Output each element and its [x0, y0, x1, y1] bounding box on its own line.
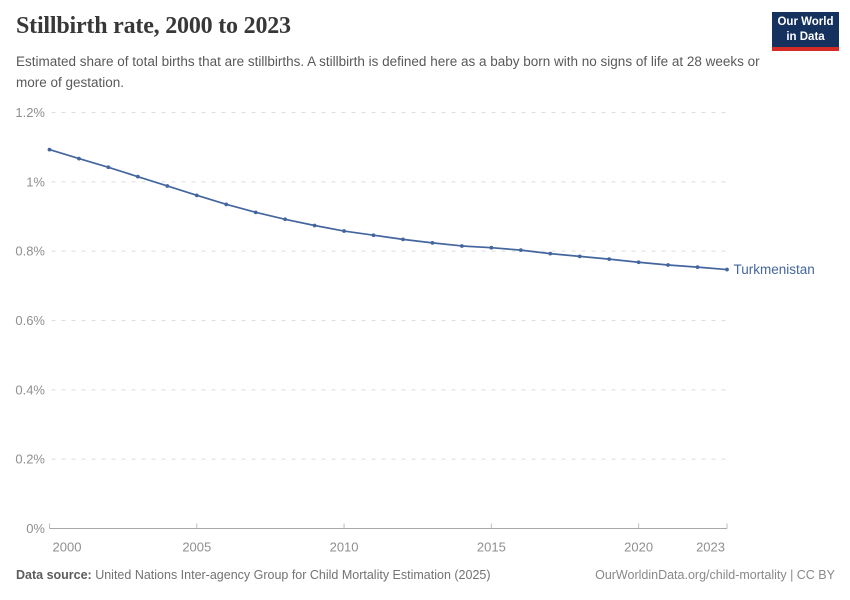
owid-logo[interactable]: Our World in Data [772, 12, 839, 51]
data-point-2010[interactable] [342, 229, 346, 233]
owid-link[interactable]: OurWorldinData.org/child-mortality | CC … [595, 568, 835, 582]
y-axis-tick-label: 0.8% [15, 244, 45, 259]
data-point-2012[interactable] [401, 237, 405, 242]
x-axis-tick-label: 2000 [53, 540, 82, 555]
data-point-2021[interactable] [666, 263, 670, 267]
x-axis-tick-label: 2010 [330, 540, 359, 555]
data-point-2002[interactable] [106, 165, 111, 170]
chart-title: Stillbirth rate, 2000 to 2023 [16, 13, 291, 39]
data-point-2009[interactable] [312, 223, 317, 228]
x-axis-tick-label: 2023 [696, 540, 725, 555]
series-turkmenistan[interactable]: Turkmenistan [47, 147, 815, 277]
data-point-2003[interactable] [135, 174, 140, 179]
x-axis-tick-label: 2005 [182, 540, 211, 555]
y-axis-tick-label: 0.4% [15, 382, 45, 397]
data-source-label: Data source: [16, 568, 92, 582]
data-point-2022[interactable] [695, 265, 700, 270]
y-axis-tick-label: 1% [26, 174, 45, 189]
data-point-2017[interactable] [548, 251, 553, 256]
data-point-2005[interactable] [194, 193, 199, 198]
data-point-2007[interactable] [253, 210, 258, 215]
y-axis-tick-label: 0.6% [15, 313, 45, 328]
owid-logo-line1: Our World [777, 16, 834, 29]
data-source: Data source: United Nations Inter-agency… [16, 568, 491, 582]
data-point-2000[interactable] [47, 147, 52, 152]
data-point-2014[interactable] [459, 244, 464, 248]
y-axis-tick-label: 0.2% [15, 452, 45, 467]
chart-footer: Data source: United Nations Inter-agency… [16, 568, 835, 582]
x-axis-tick-label: 2020 [624, 540, 653, 555]
data-point-2008[interactable] [283, 217, 288, 222]
data-point-2011[interactable] [371, 233, 376, 238]
data-point-2020[interactable] [636, 260, 641, 265]
data-point-2019[interactable] [607, 257, 612, 262]
data-point-2018[interactable] [577, 254, 582, 259]
data-point-2013[interactable] [430, 240, 435, 245]
x-axis-tick-label: 2015 [477, 540, 506, 555]
y-axis-tick-label: 1.2% [15, 105, 45, 120]
data-source-text: United Nations Inter-agency Group for Ch… [91, 568, 491, 582]
series-label-turkmenistan[interactable]: Turkmenistan [734, 262, 815, 277]
chart-subtitle: Estimated share of total births that are… [16, 54, 760, 90]
y-axis-tick-label: 0% [26, 521, 45, 536]
data-point-2001[interactable] [77, 156, 81, 161]
data-point-2023[interactable] [725, 267, 729, 272]
data-point-2015[interactable] [489, 245, 494, 250]
series-line[interactable] [48, 148, 728, 271]
data-point-2004[interactable] [165, 184, 170, 188]
data-point-2016[interactable] [518, 248, 523, 253]
data-point-2006[interactable] [224, 202, 229, 207]
owid-logo-line2: in Data [786, 30, 825, 43]
